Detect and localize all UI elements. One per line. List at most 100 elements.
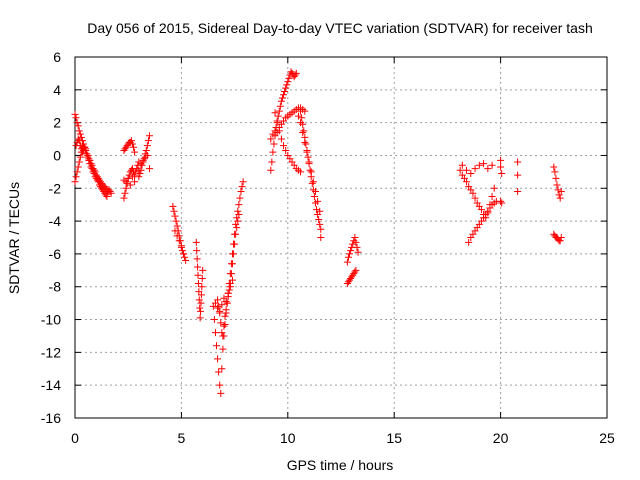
data-point (78, 148, 86, 156)
data-point (352, 238, 360, 246)
data-point (211, 329, 219, 337)
data-point (232, 230, 240, 238)
series-19 (343, 234, 362, 266)
series-25 (550, 163, 565, 202)
data-point (268, 158, 276, 166)
data-point (234, 217, 242, 225)
data-point (228, 260, 236, 268)
data-point (222, 306, 230, 314)
data-point (291, 71, 299, 79)
data-point (282, 147, 290, 155)
data-point (71, 178, 79, 186)
data-point (514, 171, 522, 179)
data-point (216, 307, 224, 315)
data-point (224, 289, 232, 297)
x-tick-label: 0 (71, 430, 79, 446)
data-point (281, 87, 289, 95)
data-point (308, 179, 316, 187)
data-point (214, 355, 222, 363)
data-point (292, 69, 300, 77)
data-point (238, 183, 246, 191)
data-point (175, 237, 183, 245)
y-tick-label: -16 (41, 410, 61, 426)
data-point (275, 127, 283, 135)
data-point (178, 247, 186, 255)
data-point (102, 191, 110, 199)
data-point (219, 332, 227, 340)
data-point (145, 165, 153, 173)
data-point (94, 178, 102, 186)
series-9 (171, 227, 188, 258)
data-point (557, 188, 565, 196)
data-point (75, 127, 83, 135)
data-point (269, 148, 277, 156)
data-point (130, 143, 138, 151)
data-point (309, 178, 317, 186)
data-point (471, 194, 479, 202)
data-point (75, 158, 83, 166)
data-point (349, 240, 357, 248)
data-point (480, 160, 488, 168)
y-tick-label: 0 (53, 147, 61, 163)
data-point (280, 91, 288, 99)
data-point (197, 291, 205, 299)
data-point (234, 207, 242, 215)
data-point (106, 188, 114, 196)
data-point (128, 173, 136, 181)
data-point (90, 170, 98, 178)
data-point (218, 365, 226, 373)
data-point (237, 188, 245, 196)
series-23 (458, 160, 496, 178)
data-point (294, 112, 302, 120)
data-point (136, 170, 144, 178)
data-point (199, 266, 207, 274)
data-point (73, 119, 81, 127)
data-point (194, 271, 202, 279)
data-point (351, 234, 359, 241)
data-point (343, 258, 351, 266)
data-point (303, 148, 311, 156)
series-2 (72, 135, 90, 156)
data-point (556, 194, 564, 202)
data-point (235, 211, 243, 219)
data-point (226, 283, 234, 291)
series-20 (343, 266, 360, 287)
axis-ticks (74, 56, 608, 419)
data-point (215, 368, 223, 376)
y-axis-label: SDTVAR / TECUs (6, 182, 22, 294)
data-point (554, 186, 562, 194)
data-point (551, 168, 559, 176)
data-point (514, 158, 522, 166)
data-point (218, 329, 226, 337)
data-point (314, 197, 322, 205)
data-point (142, 147, 150, 155)
data-point (307, 168, 315, 176)
data-point (458, 161, 466, 169)
data-point (180, 250, 188, 258)
series-6 (135, 132, 153, 181)
data-point (267, 166, 275, 174)
data-point (497, 163, 505, 171)
data-point (471, 165, 479, 173)
data-point (73, 168, 81, 176)
data-point (128, 140, 136, 148)
data-point (215, 302, 223, 310)
series-5 (120, 173, 139, 189)
x-tick-labels: 0 5 10 15 20 25 (71, 430, 615, 446)
data-point (138, 161, 146, 169)
data-point (278, 94, 286, 102)
data-point (144, 137, 152, 145)
data-point (317, 225, 325, 233)
data-point (121, 189, 129, 197)
data-point (86, 160, 94, 168)
data-point (488, 192, 496, 200)
data-point (344, 253, 352, 261)
data-point (72, 114, 80, 122)
data-point (346, 250, 354, 258)
data-point (488, 161, 496, 169)
series-24 (497, 156, 522, 207)
y-tick-label: 4 (53, 82, 61, 98)
data-point (463, 178, 471, 186)
data-point (316, 220, 324, 228)
data-point (87, 163, 95, 171)
